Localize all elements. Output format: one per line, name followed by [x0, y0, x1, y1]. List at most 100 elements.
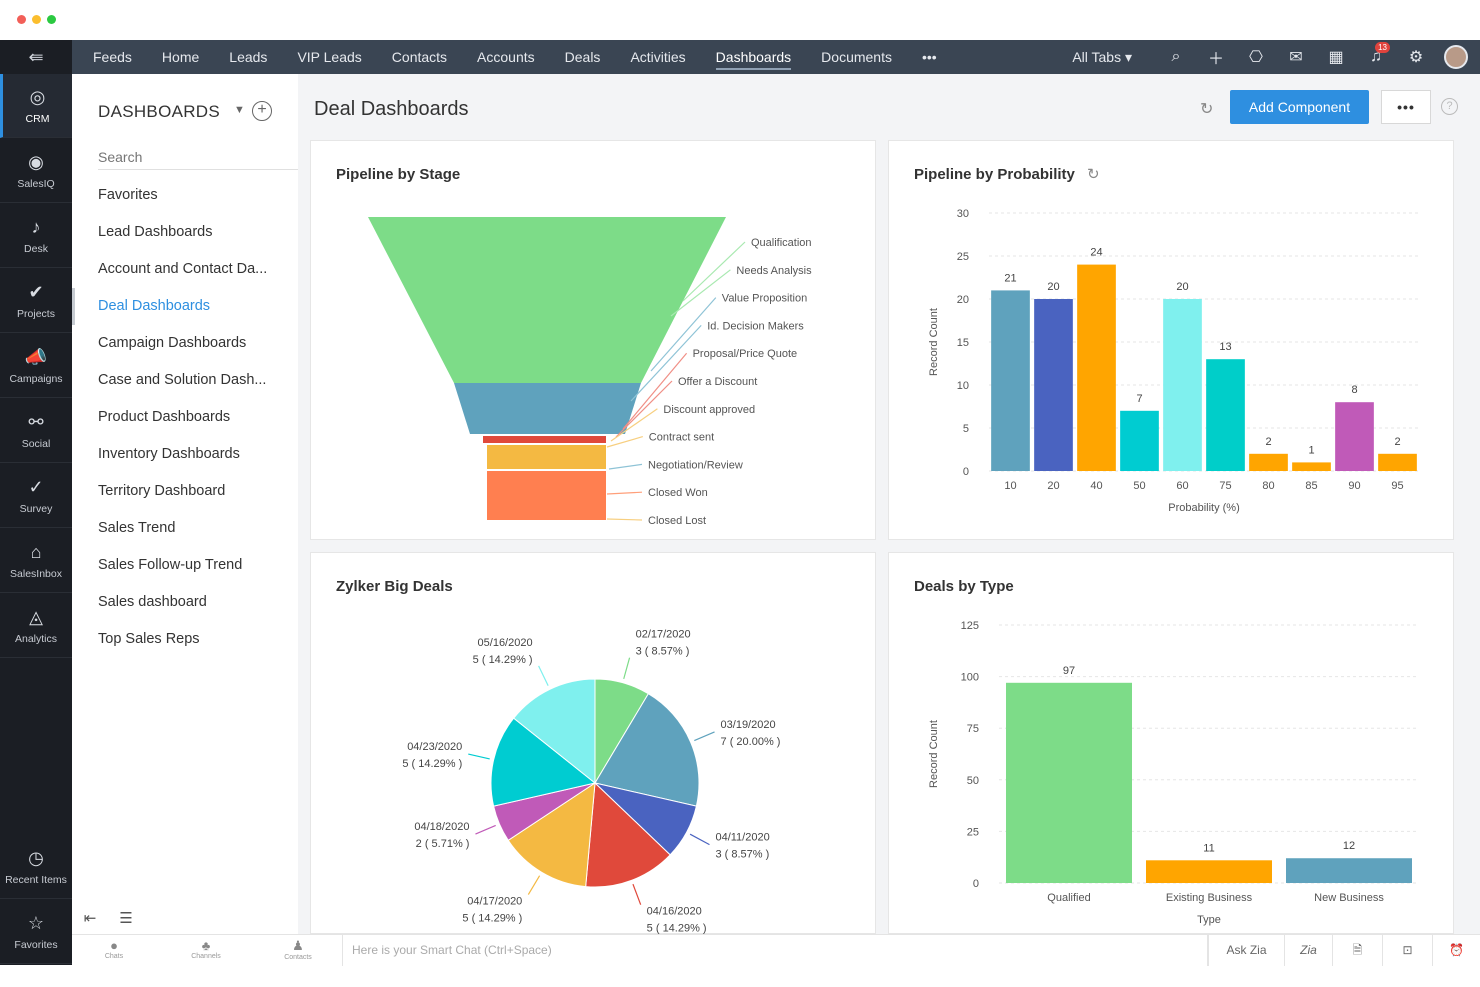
x-tick-label: 60	[1176, 480, 1188, 492]
refresh-icon[interactable]: ↻	[1200, 101, 1214, 118]
funnel-connector-line	[630, 324, 702, 402]
add-icon[interactable]: ＋	[1207, 51, 1224, 68]
menu-icon[interactable]: ⇚	[28, 46, 44, 67]
y-tick-label: 0	[963, 466, 969, 478]
main-content: Deal Dashboards ↻ Add Component ••• ? Pi…	[298, 74, 1480, 935]
sidebar-item[interactable]: Top Sales Reps	[98, 631, 200, 647]
close-window-dot[interactable]	[17, 15, 26, 24]
maximize-window-dot[interactable]	[47, 15, 56, 24]
rail-item-label: Desk	[24, 242, 48, 255]
y-tick-label: 15	[957, 337, 969, 349]
crm-icon: ◎	[29, 86, 46, 107]
screen-icon[interactable]: ⊡	[1382, 935, 1432, 966]
card-title: Zylker Big Deals	[336, 578, 453, 595]
nav-tab-activities[interactable]: Activities	[630, 49, 686, 65]
sidebar-item[interactable]: Lead Dashboards	[98, 224, 213, 240]
add-component-button[interactable]: Add Component	[1230, 90, 1369, 124]
rail-item-recent-items[interactable]: ◷ Recent Items	[0, 835, 72, 899]
mail-icon[interactable]: ✉	[1289, 49, 1303, 66]
avatar[interactable]	[1444, 45, 1468, 69]
pie-slice-value: 7 ( 20.00% )	[721, 736, 781, 748]
bar	[1163, 299, 1202, 471]
sidebar-item[interactable]: Sales dashboard	[98, 594, 207, 610]
gamepad-icon[interactable]: ⎔	[1249, 49, 1263, 66]
sidebar-item[interactable]: Inventory Dashboards	[98, 446, 240, 462]
rail-item-salesinbox[interactable]: ⌂ SalesInbox	[0, 529, 72, 593]
zia-icon[interactable]: Zia	[1284, 935, 1332, 966]
x-tick-label: Existing Business	[1166, 892, 1253, 904]
smart-chat-input[interactable]: Here is your Smart Chat (Ctrl+Space)	[342, 935, 1208, 966]
y-tick-label: 20	[957, 294, 969, 306]
nav-tab-vip-leads[interactable]: VIP Leads	[297, 49, 362, 65]
add-dashboard-icon[interactable]: +	[252, 101, 272, 121]
rail-item-salesiq[interactable]: ◉ SalesIQ	[0, 139, 72, 203]
refresh-icon[interactable]: ↻	[1087, 166, 1100, 183]
sidebar-item[interactable]: Deal Dashboards	[72, 288, 298, 325]
pie-leader-line	[623, 657, 631, 680]
nav-tab-deals[interactable]: Deals	[564, 49, 601, 65]
chevron-down-icon[interactable]: ▼	[234, 104, 245, 116]
nav-tab-documents[interactable]: Documents	[821, 49, 892, 65]
y-tick-label: 50	[967, 775, 979, 787]
funnel-stage-label: Id. Decision Makers	[707, 320, 804, 332]
gear-icon[interactable]: ⚙	[1408, 49, 1424, 66]
sidebar-item[interactable]: Sales Trend	[98, 520, 176, 536]
minimize-window-dot[interactable]	[32, 15, 41, 24]
nav-tab-more[interactable]: •••	[921, 49, 937, 65]
y-tick-label: 125	[961, 620, 979, 632]
pie-slice-value: 5 ( 14.29% )	[473, 654, 533, 666]
nav-tab-contacts[interactable]: Contacts	[391, 49, 448, 65]
alarm-icon[interactable]: ⏰	[1432, 935, 1480, 966]
nav-tab-accounts[interactable]: Accounts	[477, 49, 535, 65]
rail-item-favorites[interactable]: ☆ Favorites	[0, 900, 72, 964]
all-tabs-dropdown[interactable]: All Tabs ▾	[1072, 49, 1132, 65]
funnel-stage-label: Value Proposition	[722, 293, 807, 305]
chat-icon[interactable]: ● Chats	[94, 938, 134, 960]
pie-leader-line	[689, 833, 710, 846]
bar	[1286, 858, 1412, 883]
help-icon[interactable]: ?	[1441, 98, 1458, 115]
nav-tab-leads[interactable]: Leads	[229, 49, 268, 65]
funnel-segment-value-proposition	[483, 436, 606, 443]
sidebar-item[interactable]: Territory Dashboard	[98, 483, 226, 499]
rail-item-analytics[interactable]: ◬ Analytics	[0, 594, 72, 658]
bar-value-label: 12	[1343, 840, 1355, 852]
y-tick-label: 75	[967, 723, 979, 735]
ask-zia-button[interactable]: Ask Zia	[1208, 935, 1284, 966]
collapse-icon[interactable]: ⇤	[83, 910, 97, 927]
rail-item-crm[interactable]: ◎ CRM	[0, 74, 72, 138]
funnel-connector-line	[670, 269, 731, 317]
notification-badge: 13	[1375, 42, 1390, 53]
nav-tab-dashboards[interactable]: Dashboards	[701, 40, 807, 74]
pie-slice-value: 3 ( 8.57% )	[636, 646, 690, 658]
nav-tab-home[interactable]: Home	[161, 49, 200, 65]
bar-value-label: 21	[1004, 272, 1016, 284]
sidebar-item[interactable]: Sales Follow-up Trend	[98, 557, 243, 573]
bar	[1120, 410, 1159, 471]
y-tick-label: 25	[967, 826, 979, 838]
channels-icon[interactable]: ♣ Channels	[186, 938, 226, 960]
rail-item-projects[interactable]: ✔ Projects	[0, 269, 72, 333]
document-icon[interactable]: 🗎	[1332, 935, 1382, 966]
rail-item-desk[interactable]: ♪ Desk	[0, 204, 72, 268]
sort-list-icon[interactable]: ☰	[119, 910, 133, 927]
nav-tab-feeds[interactable]: Feeds	[93, 49, 132, 65]
sidebar-item[interactable]: Campaign Dashboards	[98, 335, 247, 351]
x-tick-label: 80	[1262, 480, 1274, 492]
bell-icon[interactable]: ♫ 13	[1356, 42, 1396, 66]
calendar-icon[interactable]: ▦	[1328, 49, 1344, 66]
sidebar-item[interactable]: Account and Contact Da...	[98, 261, 268, 277]
bar	[1335, 402, 1374, 471]
deals-by-type-card: Deals by Type 0 25 50 75 100 125 97 Qualified 11…	[888, 552, 1454, 934]
rail-item-campaigns[interactable]: 📣 Campaigns	[0, 334, 72, 398]
search-input[interactable]	[98, 144, 298, 170]
sidebar-item[interactable]: Product Dashboards	[98, 409, 231, 425]
sidebar-item[interactable]: Case and Solution Dash...	[98, 372, 267, 388]
sidebar-item[interactable]: Favorites	[98, 187, 158, 203]
contacts-icon[interactable]: ♟ Contacts	[278, 938, 318, 961]
search-icon[interactable]: ⌕	[1171, 48, 1181, 65]
rail-item-social[interactable]: ⚯ Social	[0, 399, 72, 463]
more-options-button[interactable]: •••	[1381, 90, 1431, 124]
x-tick-label: 75	[1219, 480, 1231, 492]
rail-item-survey[interactable]: ✓ Survey	[0, 464, 72, 528]
